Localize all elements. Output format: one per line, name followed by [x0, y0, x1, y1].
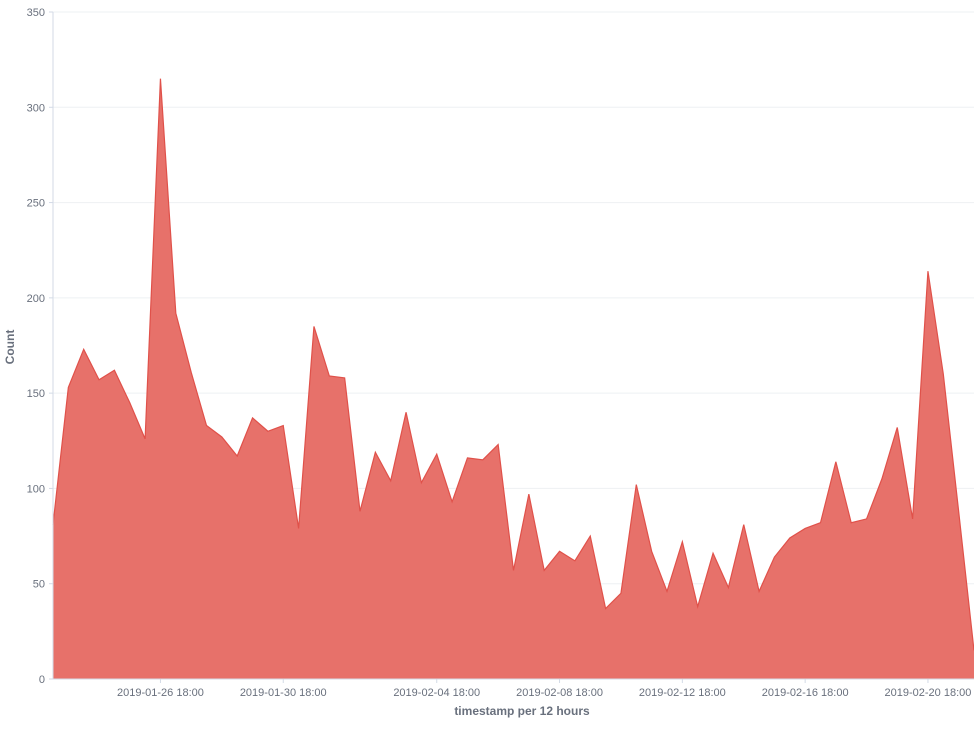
x-axis-title: timestamp per 12 hours: [454, 704, 590, 718]
area-fill: [53, 78, 974, 679]
axes: [52, 12, 974, 680]
y-axis-title: Count: [3, 330, 17, 365]
y-tick-label: 0: [39, 674, 45, 686]
y-tick-label: 300: [27, 102, 45, 114]
x-tick-label: 2019-02-16 18:00: [762, 687, 849, 699]
y-axis-ticks: 0 50 100 150 200 250 300 350: [27, 7, 53, 686]
x-tick-label: 2019-02-20 18:00: [885, 687, 972, 699]
y-tick-label: 100: [27, 483, 45, 495]
x-tick-label: 2019-01-26 18:00: [117, 687, 204, 699]
y-tick-label: 350: [27, 7, 45, 19]
x-tick-label: 2019-02-08 18:00: [516, 687, 603, 699]
y-tick-label: 150: [27, 388, 45, 400]
x-tick-label: 2019-01-30 18:00: [240, 687, 327, 699]
x-tick-label: 2019-02-12 18:00: [639, 687, 726, 699]
y-tick-label: 200: [27, 293, 45, 305]
x-axis-ticks: 2019-01-26 18:00 2019-01-30 18:00 2019-02-…: [117, 679, 971, 699]
y-tick-label: 50: [33, 579, 45, 591]
area-series: [52, 78, 974, 679]
x-tick-label: 2019-02-04 18:00: [393, 687, 480, 699]
y-tick-label: 250: [27, 198, 45, 210]
series-line: [52, 78, 974, 651]
